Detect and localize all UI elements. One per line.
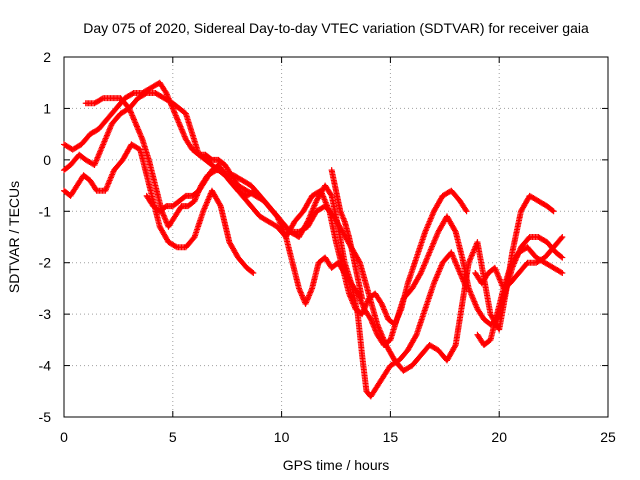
data-point <box>250 270 257 276</box>
chart-title: Day 075 of 2020, Sidereal Day-to-day VTE… <box>83 20 589 36</box>
data-point <box>249 269 256 276</box>
data-point <box>559 234 566 240</box>
data-point <box>359 295 366 302</box>
data-point <box>98 95 105 102</box>
data-point <box>549 207 556 214</box>
y-tick-label: 0 <box>43 152 51 168</box>
data-point <box>216 201 223 208</box>
data-point <box>462 207 469 213</box>
data-point <box>550 208 557 215</box>
series-track-3 <box>61 141 257 276</box>
data-point <box>559 254 566 261</box>
x-tick-label: 20 <box>491 429 507 445</box>
series-track-7 <box>474 244 566 348</box>
data-series <box>61 79 566 400</box>
data-point <box>129 90 136 97</box>
x-tick-label: 5 <box>169 429 177 445</box>
data-point <box>463 285 470 292</box>
series-track-4 <box>82 90 470 400</box>
x-tick-label: 0 <box>60 429 68 445</box>
axis-ticks: 0 5 10 15 20 25 -5 -4 -3 -2 -1 0 1 2 <box>39 49 616 445</box>
data-point <box>558 235 565 242</box>
data-point <box>327 191 334 198</box>
data-point <box>558 253 565 260</box>
data-point <box>559 270 566 276</box>
series-track-5 <box>143 162 470 328</box>
y-tick-label: 1 <box>43 100 51 116</box>
y-tick-label: -3 <box>39 306 52 322</box>
series-track-8 <box>328 167 366 302</box>
data-point <box>172 243 179 250</box>
data-point <box>142 90 149 97</box>
y-axis-label: SDTVAR / TECUs <box>6 181 22 293</box>
data-point <box>412 333 419 339</box>
x-axis-label: GPS time / hours <box>283 457 390 473</box>
data-point <box>463 208 470 215</box>
plot-frame <box>63 56 609 418</box>
x-tick-label: 25 <box>600 429 616 445</box>
y-tick-label: 2 <box>43 49 51 65</box>
x-tick-label: 10 <box>274 429 290 445</box>
y-tick-label: -1 <box>39 203 52 219</box>
data-point <box>451 227 458 234</box>
y-tick-label: -5 <box>39 409 52 425</box>
x-tick-label: 15 <box>383 429 399 445</box>
y-tick-label: -4 <box>39 358 52 374</box>
data-point <box>558 269 565 276</box>
y-tick-label: -2 <box>39 255 52 271</box>
data-point <box>451 343 458 350</box>
data-point <box>417 271 424 278</box>
